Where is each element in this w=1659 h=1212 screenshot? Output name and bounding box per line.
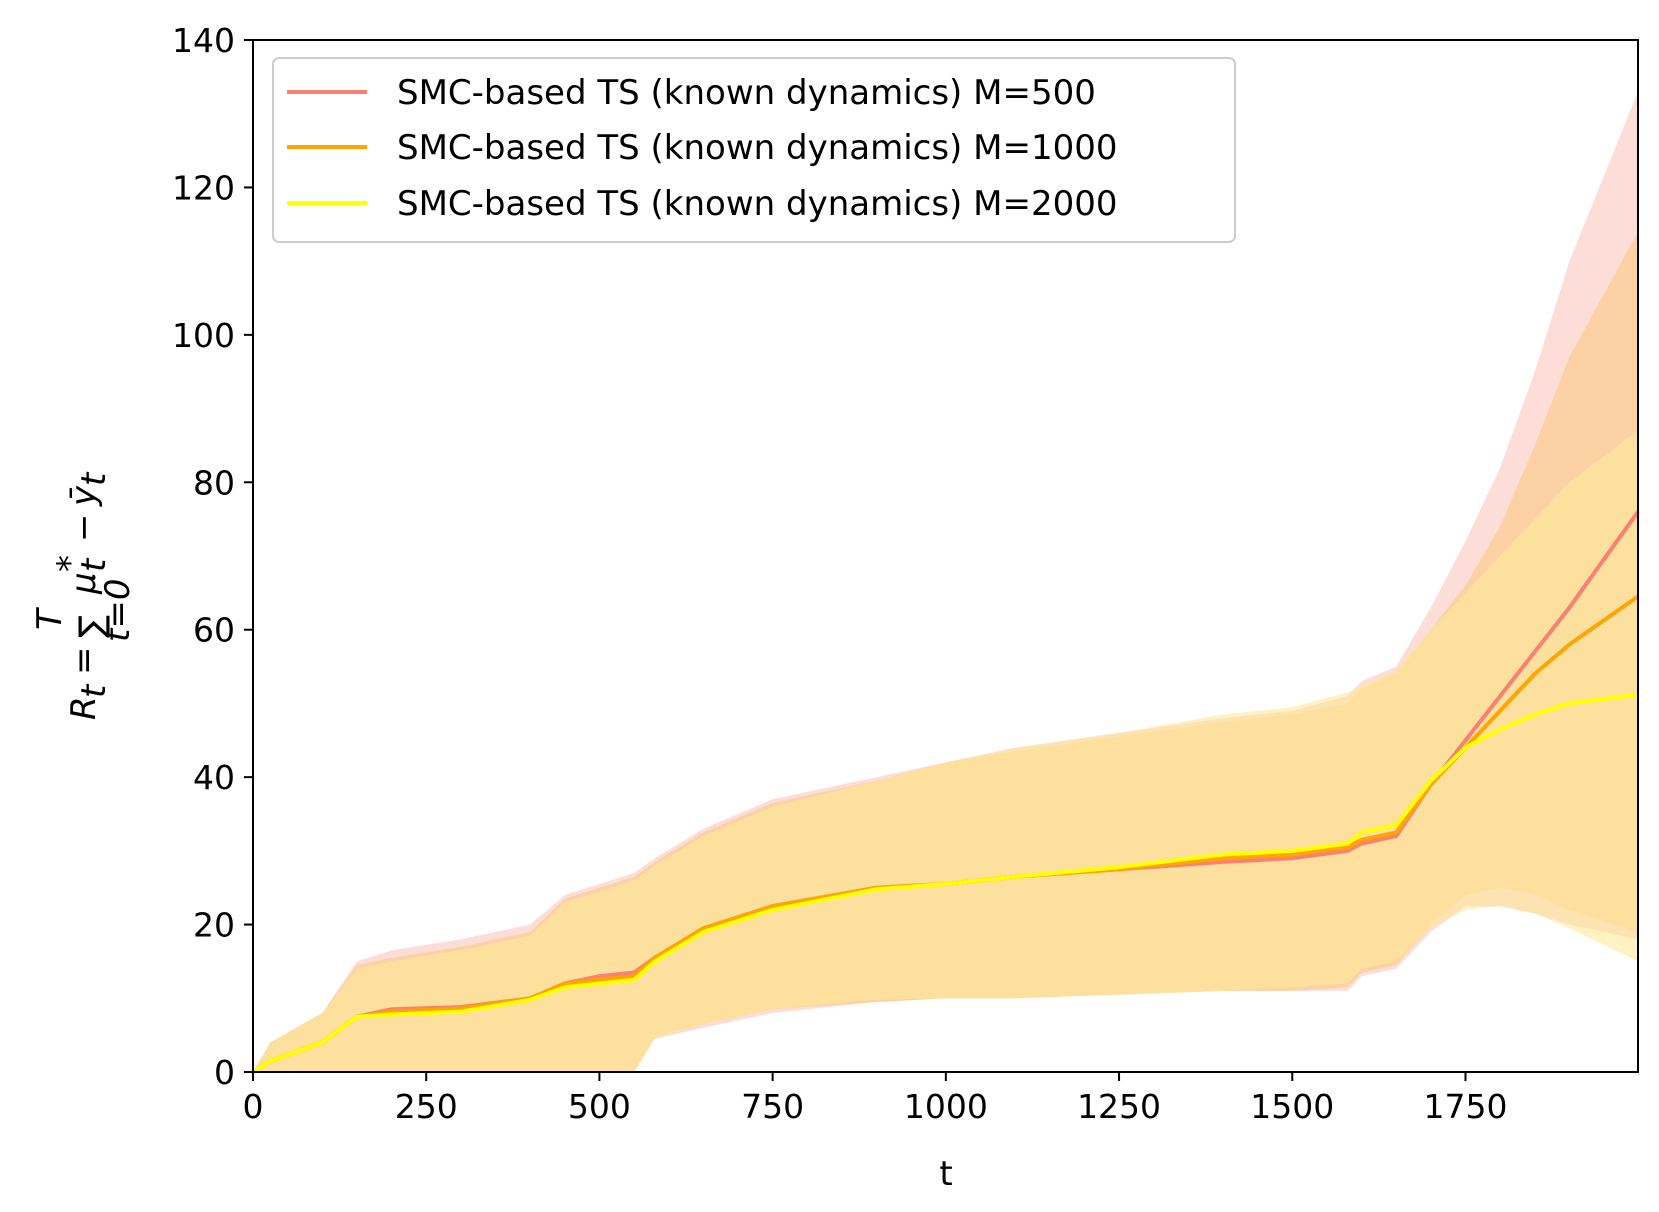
y-tick-label: 80 xyxy=(193,463,235,502)
ylabel-minus: − xyxy=(64,514,104,543)
ylabel-sub-t: t xyxy=(74,683,114,698)
ylabel-ybar-sub-t: t xyxy=(74,471,114,486)
band-m2000 xyxy=(253,430,1638,1072)
x-tick-label: 500 xyxy=(568,1087,631,1126)
x-tick-label: 1500 xyxy=(1250,1087,1334,1126)
y-axis-label: R t = ∑ T t=0 μ * t − ȳ t xyxy=(30,471,138,720)
y-tick-label: 120 xyxy=(172,168,235,207)
y-tick-label: 60 xyxy=(193,611,235,650)
ylabel-sum-lower: t=0 xyxy=(98,579,138,642)
legend-label-m2000: SMC-based TS (known dynamics) M=2000 xyxy=(397,184,1117,224)
ylabel-ybar: ȳ xyxy=(64,485,104,507)
legend-label-m500: SMC-based TS (known dynamics) M=500 xyxy=(397,73,1096,113)
ylabel-star: * xyxy=(50,555,90,572)
ylabel-mu: μ xyxy=(64,572,104,595)
confidence-bands xyxy=(253,91,1638,1073)
ylabel-sum: ∑ xyxy=(72,615,112,638)
ylabel-mu-sub-t: t xyxy=(74,557,114,572)
x-tick-label: 0 xyxy=(243,1087,264,1126)
ylabel-sum-upper: T xyxy=(30,607,70,630)
y-tick-label: 100 xyxy=(172,316,235,355)
x-tick-label: 1000 xyxy=(904,1087,988,1126)
x-tick-label: 250 xyxy=(395,1087,458,1126)
ylabel-eq: = xyxy=(64,647,104,676)
x-tick-label: 1250 xyxy=(1077,1087,1161,1126)
y-tick-label: 140 xyxy=(172,21,235,60)
x-tick-label: 1750 xyxy=(1423,1087,1507,1126)
ylabel-R: R xyxy=(64,696,104,720)
x-axis-ticks: 0 250 500 750 1000 1250 1500 1750 xyxy=(243,1072,1507,1126)
x-axis-label: t xyxy=(939,1154,952,1194)
mean-lines xyxy=(251,510,1640,1074)
x-tick-label: 750 xyxy=(741,1087,804,1126)
y-axis-ticks: 0 20 40 60 80 100 120 140 xyxy=(172,21,253,1092)
y-tick-label: 40 xyxy=(193,758,235,797)
y-tick-label: 20 xyxy=(193,906,235,945)
y-tick-label: 0 xyxy=(214,1053,235,1092)
legend: SMC-based TS (known dynamics) M=500 SMC-… xyxy=(272,57,1236,243)
legend-label-m1000: SMC-based TS (known dynamics) M=1000 xyxy=(397,128,1117,168)
line-m2000 xyxy=(251,692,1639,1074)
legend-box xyxy=(272,57,1236,243)
